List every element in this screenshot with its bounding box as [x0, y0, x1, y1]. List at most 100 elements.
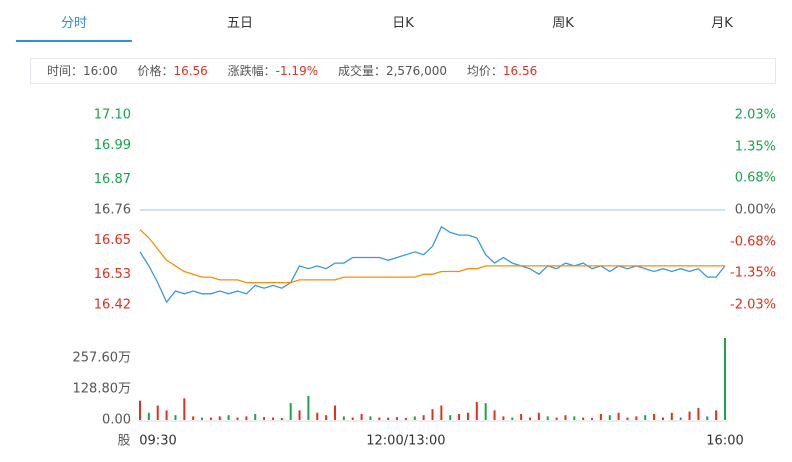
- y2-tick-label: 1.35%: [735, 139, 776, 154]
- info-bar: 时间：16:00 价格：16.56 涨跌幅：-1.19% 成交量：2,576,0…: [30, 58, 776, 84]
- volume-bar: [139, 400, 141, 420]
- volume-bar: [653, 413, 656, 420]
- volume-bar: [644, 415, 647, 420]
- volume-bar: [431, 409, 434, 420]
- y2-tick-label: 2.03%: [735, 108, 776, 123]
- volume-bar: [715, 410, 718, 420]
- y-tick-label: 16.87: [94, 172, 131, 187]
- tab[interactable]: 月K: [711, 16, 733, 31]
- volume-bar: [360, 413, 363, 420]
- volume-bar: [404, 418, 407, 420]
- info-label: 时间：: [47, 64, 84, 78]
- volume-bar: [520, 413, 523, 420]
- info-label: 均价：: [466, 64, 503, 78]
- x-tick-label: 09:30: [139, 434, 176, 449]
- volume-bar: [591, 418, 594, 420]
- volume-bar: [236, 417, 239, 420]
- volume-bar: [537, 412, 540, 420]
- volume-bar: [679, 417, 682, 420]
- y-tick-label: 16.42: [94, 298, 131, 313]
- volume-bar: [378, 417, 381, 420]
- volume-bar: [271, 417, 274, 420]
- volume-bar: [458, 413, 461, 420]
- volume-bar: [165, 410, 168, 420]
- volume-bar: [546, 416, 549, 420]
- volume-bar: [342, 416, 345, 420]
- volume-bar: [599, 413, 602, 420]
- volume-bar: [493, 410, 496, 420]
- tab[interactable]: 周K: [552, 16, 574, 31]
- info-label: 成交量：: [337, 64, 386, 78]
- y-tick-label: 128.80万: [73, 381, 132, 396]
- y2-tick-label: 0.68%: [735, 171, 776, 186]
- volume-bar: [724, 338, 726, 420]
- volume-bar: [573, 416, 576, 420]
- info-label: 价格：: [137, 64, 174, 78]
- volume-bar: [351, 417, 354, 420]
- volume-bar: [369, 416, 372, 420]
- volume-bar: [289, 403, 292, 420]
- volume-bar: [298, 410, 301, 420]
- volume-bar: [449, 415, 452, 420]
- info-value: 16.56: [173, 64, 208, 78]
- volume-bar: [307, 395, 310, 420]
- volume-bar: [174, 415, 177, 420]
- price-line: [139, 229, 725, 284]
- volume-bar: [334, 405, 336, 420]
- volume-bar: [475, 401, 478, 420]
- volume-bar: [688, 411, 691, 420]
- volume-bar: [245, 416, 248, 420]
- volume-bar: [670, 412, 673, 420]
- volume-bar: [218, 416, 221, 420]
- info-value: 16.56: [502, 64, 538, 78]
- volume-bar: [201, 417, 204, 420]
- volume-bar: [422, 415, 425, 420]
- volume-bar: [617, 412, 620, 420]
- volume-bar: [661, 417, 664, 420]
- y-tick-label: 16.53: [94, 267, 131, 282]
- tab[interactable]: 日K: [392, 16, 414, 31]
- y2-tick-label: -2.03%: [730, 298, 776, 313]
- volume-bar: [511, 417, 514, 420]
- volume-bar: [183, 398, 186, 420]
- info-value: 16:00: [83, 64, 118, 78]
- volume-bar: [529, 417, 531, 420]
- y-tick-label: 0.00: [102, 413, 131, 428]
- volume-bar: [502, 416, 505, 420]
- info-value: 2,576,000: [385, 64, 448, 78]
- volume-bar: [635, 416, 638, 420]
- volume-bar: [413, 416, 416, 420]
- info-value: -1.19%: [275, 64, 319, 78]
- volume-bar: [706, 416, 709, 420]
- volume-bar: [484, 403, 487, 420]
- y-axis-label: 股: [117, 434, 130, 449]
- volume-bar: [192, 416, 195, 420]
- volume-bar: [387, 417, 390, 420]
- volume-bar: [227, 415, 230, 420]
- volume-bar: [316, 412, 319, 420]
- y-tick-label: 16.99: [94, 138, 131, 153]
- volume-bar: [440, 405, 443, 420]
- x-tick-label: 12:00/13:00: [366, 434, 445, 449]
- volume-bar: [582, 417, 585, 420]
- y-tick-label: 17.10: [94, 108, 131, 123]
- x-tick-label: 16:00: [706, 434, 743, 449]
- volume-bar: [254, 413, 257, 420]
- volume-bar: [396, 417, 399, 420]
- volume-bar: [147, 412, 150, 420]
- volume-bar: [564, 415, 567, 420]
- volume-bar: [626, 417, 629, 420]
- price-line: [139, 225, 726, 304]
- tabs: 分时 五日 日K 周K 月K: [0, 0, 792, 42]
- tab[interactable]: 分时: [16, 0, 132, 42]
- y2-tick-label: -1.35%: [730, 266, 776, 281]
- volume-bar: [608, 415, 611, 420]
- volume-bar: [697, 407, 700, 420]
- info-label: 涨跌幅：: [227, 64, 276, 78]
- volume-bar: [156, 405, 159, 420]
- tab[interactable]: 五日: [226, 16, 253, 31]
- y-tick-label: 257.60万: [73, 350, 132, 365]
- y-tick-label: 16.65: [94, 233, 131, 248]
